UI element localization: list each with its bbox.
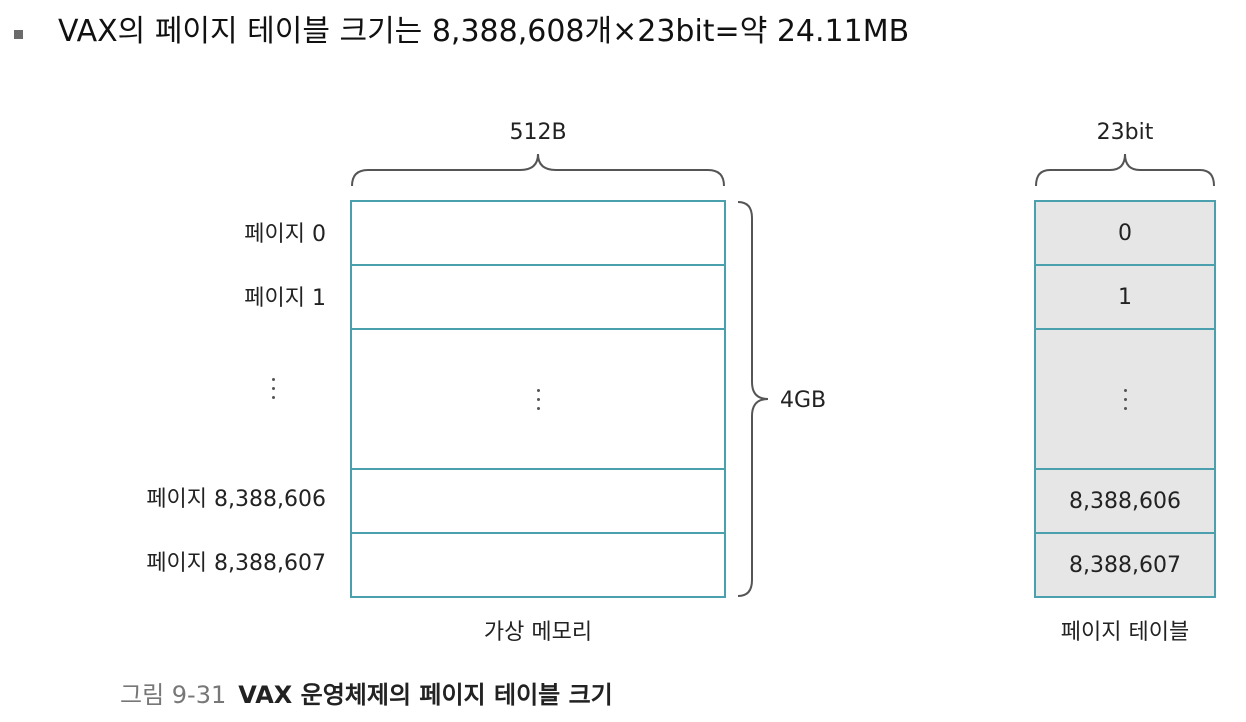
pt-cell-3: 8,388,606 xyxy=(1034,468,1216,534)
vm-size-label: 4GB xyxy=(780,388,827,413)
pt-title: 페이지 테이블 xyxy=(1060,620,1190,645)
vertical-ellipsis-icon xyxy=(272,378,275,399)
vm-size-brace-icon xyxy=(737,201,769,597)
pt-cell-0: 0 xyxy=(1034,200,1216,266)
vm-row-label-3: 페이지 8,388,606 xyxy=(146,487,326,512)
vm-row-label-4: 페이지 8,388,607 xyxy=(146,551,326,576)
pt-width-brace-icon xyxy=(1035,153,1215,187)
vm-cell-1 xyxy=(350,264,726,330)
vm-cell-0 xyxy=(350,200,726,266)
vm-cell-3 xyxy=(350,468,726,534)
vertical-ellipsis-icon xyxy=(536,388,540,410)
pt-width-label: 23bit xyxy=(1096,120,1154,145)
vm-row-label-0: 페이지 0 xyxy=(244,222,326,247)
vm-cell-ellipsis xyxy=(350,328,726,470)
vertical-ellipsis-icon xyxy=(1123,388,1127,410)
vm-row-label-1: 페이지 1 xyxy=(244,286,326,311)
vm-width-brace-icon xyxy=(351,153,725,187)
pt-cell-1: 1 xyxy=(1034,264,1216,330)
vm-row-label-ellipsis xyxy=(272,378,275,399)
headline: VAX의 페이지 테이블 크기는 8,388,608개×23bit=약 24.1… xyxy=(58,14,910,49)
bullet-icon xyxy=(14,30,23,39)
pt-cell-ellipsis xyxy=(1034,328,1216,470)
vm-cell-4 xyxy=(350,532,726,598)
figure-number: 그림 9-31 xyxy=(120,681,227,709)
vm-width-label: 512B xyxy=(509,120,567,145)
pt-cell-4: 8,388,607 xyxy=(1034,532,1216,598)
vm-title: 가상 메모리 xyxy=(483,620,593,645)
figure-title: VAX 운영체제의 페이지 테이블 크기 xyxy=(238,681,613,709)
figure-caption: 그림 9-31 VAX 운영체제의 페이지 테이블 크기 xyxy=(120,680,613,710)
